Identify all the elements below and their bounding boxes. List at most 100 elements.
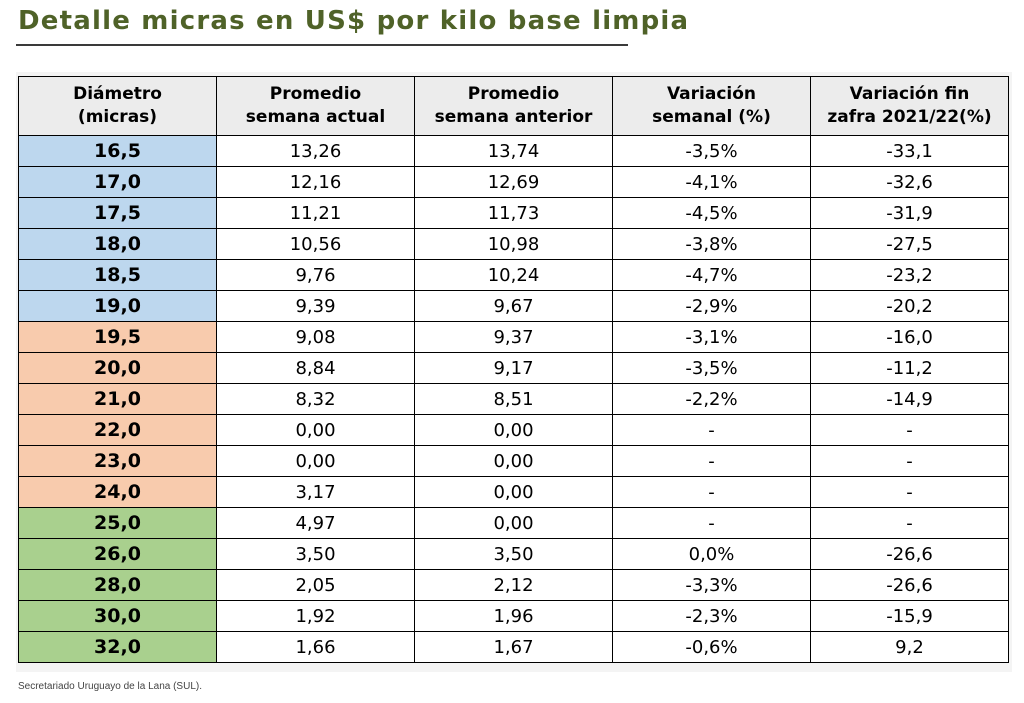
table-row: 25,0 4,97 0,00- - (18, 507, 1009, 539)
cell-promedio-actual: 4,97 (216, 507, 415, 539)
table-row: 18,0 10,56 10,98 -3,8% -27,5 (18, 228, 1009, 260)
table-row: 30,0 1,92 1,96 -2,3% -15,9 (18, 600, 1009, 632)
table-row: 26,0 3,50 3,50 0,0% -26,6 (18, 538, 1009, 570)
cell-promedio-anterior: 10,24 (414, 259, 613, 291)
header-diametro-line2: (micras) (77, 107, 158, 127)
table-row: 19,0 9,39 9,67 -2,9% -20,2 (18, 290, 1009, 322)
table-row: 24,0 3,17 0,00- - (18, 476, 1009, 508)
title-underline (16, 44, 628, 46)
cell-variacion-semanal: -3,1% (612, 321, 811, 353)
cell-promedio-anterior: 1,96 (414, 600, 613, 632)
table-row: 22,0 0,00 0,00- - (18, 414, 1009, 446)
cell-variacion-semanal: - (612, 445, 811, 477)
header-promedio-anterior-line1: Promedio (467, 84, 560, 104)
cell-promedio-anterior: 0,00 (414, 476, 613, 508)
cell-promedio-anterior: 11,73 (414, 197, 613, 229)
cell-promedio-actual: 1,92 (216, 600, 415, 632)
table-row: 20,0 8,84 9,17 -3,5% -11,2 (18, 352, 1009, 384)
cell-diametro: 18,5 (18, 259, 217, 291)
cell-variacion-zafra: -32,6 (810, 166, 1009, 198)
cell-promedio-anterior: 0,00 (414, 414, 613, 446)
cell-diametro: 17,0 (18, 166, 217, 198)
cell-diametro: 28,0 (18, 569, 217, 601)
header-promedio-actual-line1: Promedio (269, 84, 362, 104)
header-diametro-line1: Diámetro (73, 84, 162, 104)
table-row: 21,0 8,32 8,51 -2,2% -14,9 (18, 383, 1009, 415)
header-variacion-semanal-line2: semanal (%) (652, 107, 771, 127)
cell-variacion-zafra: 9,2 (810, 631, 1009, 663)
cell-variacion-semanal: -2,3% (612, 600, 811, 632)
cell-variacion-zafra: -20,2 (810, 290, 1009, 322)
cell-variacion-semanal: -3,8% (612, 228, 811, 260)
cell-diametro: 26,0 (18, 538, 217, 570)
cell-promedio-actual: 9,39 (216, 290, 415, 322)
table-row: 18,5 9,76 10,24 -4,7% -23,2 (18, 259, 1009, 291)
cell-diametro: 16,5 (18, 135, 217, 167)
header-promedio-actual: Promedio semana actual (216, 76, 415, 136)
table-header: Diámetro (micras) Promedio semana actual… (18, 76, 1009, 136)
cell-diametro: 21,0 (18, 383, 217, 415)
cell-diametro: 19,0 (18, 290, 217, 322)
cell-promedio-actual: 0,00 (216, 414, 415, 446)
table-row: 16,5 13,26 13,74 -3,5% -33,1 (18, 135, 1009, 167)
cell-diametro: 23,0 (18, 445, 217, 477)
table-row: 19,5 9,08 9,37 -3,1% -16,0 (18, 321, 1009, 353)
cell-promedio-anterior: 8,51 (414, 383, 613, 415)
micron-price-table: Diámetro (micras) Promedio semana actual… (18, 76, 1009, 663)
cell-diametro: 25,0 (18, 507, 217, 539)
cell-diametro: 17,5 (18, 197, 217, 229)
cell-diametro: 24,0 (18, 476, 217, 508)
cell-promedio-actual: 12,16 (216, 166, 415, 198)
cell-variacion-semanal: -3,3% (612, 569, 811, 601)
header-variacion-zafra-line2: zafra 2021/22(%) (827, 107, 992, 127)
cell-promedio-anterior: 9,17 (414, 352, 613, 384)
cell-promedio-actual: 1,66 (216, 631, 415, 663)
cell-variacion-zafra: -23,2 (810, 259, 1009, 291)
cell-promedio-actual: 11,21 (216, 197, 415, 229)
cell-variacion-semanal: - (612, 476, 811, 508)
cell-variacion-semanal: - (612, 414, 811, 446)
cell-promedio-actual: 3,50 (216, 538, 415, 570)
cell-promedio-actual: 9,08 (216, 321, 415, 353)
header-variacion-zafra: Variación fin zafra 2021/22(%) (810, 76, 1009, 136)
table-row: 32,0 1,66 1,67 -0,6% 9,2 (18, 631, 1009, 663)
cell-diametro: 19,5 (18, 321, 217, 353)
cell-promedio-anterior: 3,50 (414, 538, 613, 570)
cell-variacion-zafra: - (810, 507, 1009, 539)
cell-diametro: 30,0 (18, 600, 217, 632)
cell-promedio-actual: 0,00 (216, 445, 415, 477)
header-variacion-semanal-line1: Variación (666, 84, 757, 104)
cell-variacion-zafra: -14,9 (810, 383, 1009, 415)
cell-variacion-zafra: - (810, 445, 1009, 477)
page-title: Detalle micras en US$ por kilo base limp… (18, 6, 690, 36)
header-row: Diámetro (micras) Promedio semana actual… (18, 76, 1009, 136)
cell-variacion-semanal: 0,0% (612, 538, 811, 570)
cell-variacion-zafra: -26,6 (810, 569, 1009, 601)
cell-variacion-semanal: - (612, 507, 811, 539)
table-row: 28,0 2,05 2,12 -3,3% -26,6 (18, 569, 1009, 601)
cell-variacion-zafra: - (810, 414, 1009, 446)
table-body: 16,5 13,26 13,74 -3,5% -33,1 17,0 12,16 12,69 - 4… (18, 135, 1009, 663)
cell-variacion-zafra: -26,6 (810, 538, 1009, 570)
cell-variacion-semanal: -2,2% (612, 383, 811, 415)
cell-promedio-anterior: 12,69 (414, 166, 613, 198)
cell-variacion-zafra: -31,9 (810, 197, 1009, 229)
cell-promedio-actual: 10,56 (216, 228, 415, 260)
header-variacion-zafra-line1: Variación fin (849, 84, 970, 104)
header-promedio-anterior: Promedio semana anterior (414, 76, 613, 136)
cell-promedio-actual: 9,76 (216, 259, 415, 291)
cell-variacion-zafra: - (810, 476, 1009, 508)
cell-diametro: 20,0 (18, 352, 217, 384)
cell-variacion-semanal: -0,6% (612, 631, 811, 663)
cell-variacion-zafra: -15,9 (810, 600, 1009, 632)
cell-promedio-actual: 8,84 (216, 352, 415, 384)
cell-variacion-semanal: -3,5% (612, 352, 811, 384)
header-variacion-semanal: Variación semanal (%) (612, 76, 811, 136)
cell-promedio-anterior: 9,37 (414, 321, 613, 353)
cell-promedio-anterior: 2,12 (414, 569, 613, 601)
cell-variacion-zafra: -16,0 (810, 321, 1009, 353)
cell-variacion-semanal: -2,9% (612, 290, 811, 322)
cell-promedio-anterior: 0,00 (414, 445, 613, 477)
cell-promedio-anterior: 10,98 (414, 228, 613, 260)
table-row: 17,5 11,21 11,73 -4,5% -31,9 (18, 197, 1009, 229)
